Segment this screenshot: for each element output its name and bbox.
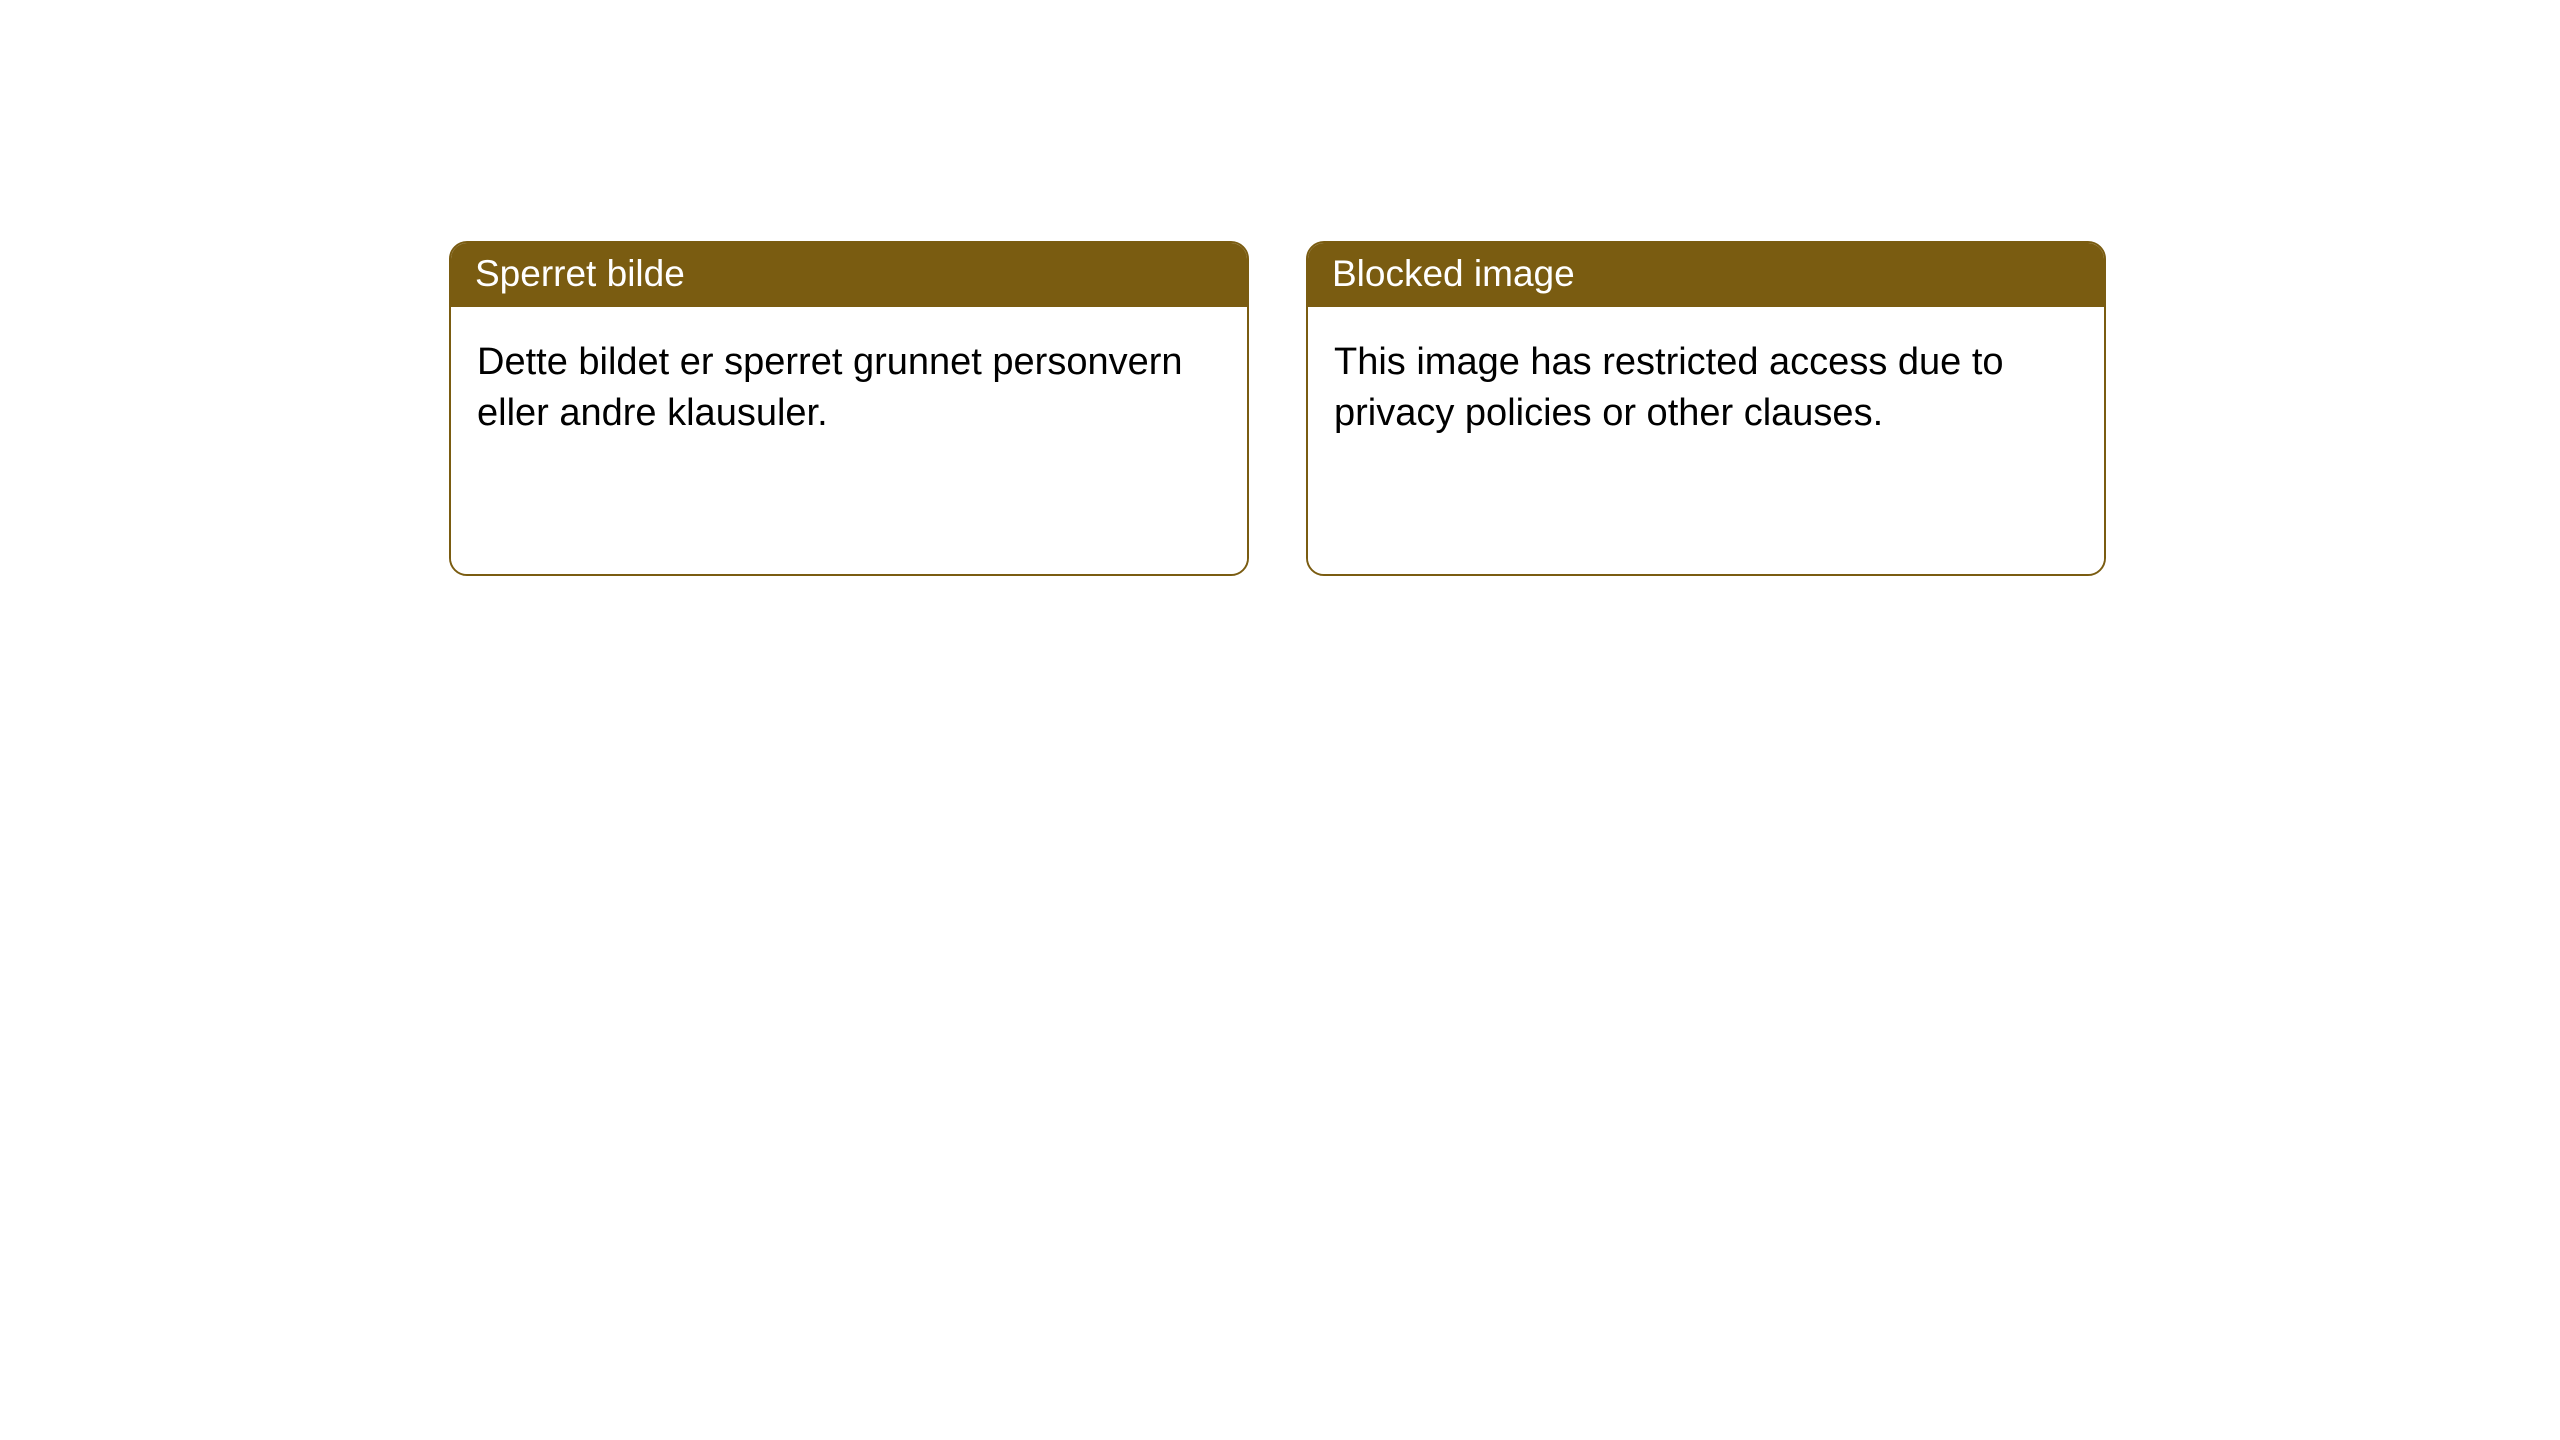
blocked-image-card-en: Blocked image This image has restricted … xyxy=(1306,241,2106,576)
card-body-no: Dette bildet er sperret grunnet personve… xyxy=(451,307,1247,574)
card-body-en: This image has restricted access due to … xyxy=(1308,307,2104,574)
blocked-image-notices: Sperret bilde Dette bildet er sperret gr… xyxy=(449,241,2106,576)
card-header-no: Sperret bilde xyxy=(451,243,1247,307)
blocked-image-card-no: Sperret bilde Dette bildet er sperret gr… xyxy=(449,241,1249,576)
card-header-en: Blocked image xyxy=(1308,243,2104,307)
